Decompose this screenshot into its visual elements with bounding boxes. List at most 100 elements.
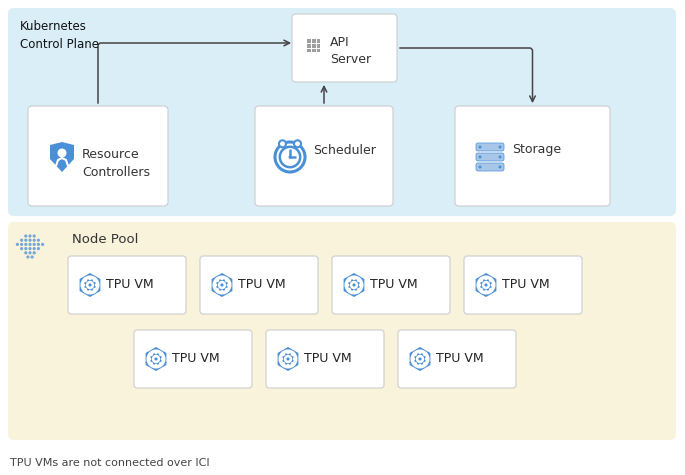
Circle shape xyxy=(33,234,36,238)
Circle shape xyxy=(347,288,351,292)
Circle shape xyxy=(352,290,356,294)
Text: TPU VM: TPU VM xyxy=(106,278,153,292)
Circle shape xyxy=(225,288,229,292)
Circle shape xyxy=(419,351,422,354)
FancyBboxPatch shape xyxy=(200,256,318,314)
Text: TPU VM: TPU VM xyxy=(502,278,549,292)
Polygon shape xyxy=(50,142,74,172)
Circle shape xyxy=(161,357,164,361)
Circle shape xyxy=(286,358,290,361)
Circle shape xyxy=(20,238,23,242)
Circle shape xyxy=(58,149,66,158)
Circle shape xyxy=(477,283,481,287)
Circle shape xyxy=(20,247,23,250)
Circle shape xyxy=(20,243,23,246)
Text: TPU VM: TPU VM xyxy=(370,278,418,292)
Bar xyxy=(308,39,311,43)
Circle shape xyxy=(28,251,32,255)
Circle shape xyxy=(221,284,223,286)
Circle shape xyxy=(292,357,297,361)
Circle shape xyxy=(414,352,417,356)
Circle shape xyxy=(84,278,87,282)
Circle shape xyxy=(24,243,27,246)
Circle shape xyxy=(353,284,356,286)
Text: TPU VM: TPU VM xyxy=(304,352,351,365)
Text: API
Server: API Server xyxy=(330,36,371,66)
FancyBboxPatch shape xyxy=(398,330,516,388)
Circle shape xyxy=(154,351,158,354)
Circle shape xyxy=(484,284,488,286)
Circle shape xyxy=(479,145,482,149)
FancyBboxPatch shape xyxy=(476,143,504,151)
Circle shape xyxy=(357,288,360,292)
Circle shape xyxy=(28,234,32,238)
FancyBboxPatch shape xyxy=(8,222,676,440)
Bar xyxy=(316,49,321,52)
Circle shape xyxy=(489,278,493,282)
Text: Node Pool: Node Pool xyxy=(72,233,138,246)
Circle shape xyxy=(82,283,85,287)
Circle shape xyxy=(490,283,495,287)
FancyBboxPatch shape xyxy=(476,153,504,161)
FancyBboxPatch shape xyxy=(266,330,384,388)
Circle shape xyxy=(16,243,19,246)
Circle shape xyxy=(357,278,360,282)
Bar xyxy=(312,49,316,52)
Circle shape xyxy=(159,362,162,365)
Circle shape xyxy=(95,283,99,287)
Text: Resource
Controllers: Resource Controllers xyxy=(82,148,150,179)
Circle shape xyxy=(33,238,36,242)
Circle shape xyxy=(282,362,285,365)
FancyBboxPatch shape xyxy=(332,256,450,314)
Circle shape xyxy=(423,362,427,365)
Circle shape xyxy=(279,140,286,147)
Circle shape xyxy=(279,357,283,361)
Circle shape xyxy=(154,358,158,361)
Circle shape xyxy=(84,288,87,292)
Text: Scheduler: Scheduler xyxy=(313,143,376,156)
Circle shape xyxy=(347,278,351,282)
Circle shape xyxy=(412,357,415,361)
FancyBboxPatch shape xyxy=(68,256,186,314)
Text: Storage: Storage xyxy=(512,143,561,156)
Circle shape xyxy=(291,362,295,365)
Circle shape xyxy=(419,358,421,361)
Circle shape xyxy=(24,247,27,250)
Circle shape xyxy=(28,238,32,242)
Circle shape xyxy=(220,276,224,280)
Circle shape xyxy=(152,355,160,363)
Circle shape xyxy=(33,243,36,246)
Circle shape xyxy=(218,281,226,289)
Circle shape xyxy=(24,234,27,238)
FancyBboxPatch shape xyxy=(464,256,582,314)
Circle shape xyxy=(93,278,97,282)
Polygon shape xyxy=(410,347,430,371)
Circle shape xyxy=(216,278,219,282)
Circle shape xyxy=(88,284,92,286)
Circle shape xyxy=(499,145,501,149)
Text: TPU VM: TPU VM xyxy=(172,352,220,365)
Circle shape xyxy=(294,140,301,147)
Text: TPU VM: TPU VM xyxy=(238,278,286,292)
Circle shape xyxy=(291,352,295,356)
Circle shape xyxy=(149,362,153,365)
Circle shape xyxy=(479,278,483,282)
Circle shape xyxy=(225,278,229,282)
Circle shape xyxy=(37,247,40,250)
Circle shape xyxy=(33,251,36,255)
Text: TPU VMs are not connected over ICI: TPU VMs are not connected over ICI xyxy=(10,458,210,468)
Circle shape xyxy=(275,142,305,172)
Circle shape xyxy=(284,355,292,363)
Circle shape xyxy=(154,364,158,367)
Circle shape xyxy=(479,288,483,292)
Circle shape xyxy=(288,155,292,159)
Circle shape xyxy=(88,276,92,280)
Circle shape xyxy=(33,247,36,250)
FancyBboxPatch shape xyxy=(8,8,676,216)
FancyBboxPatch shape xyxy=(455,106,610,206)
Circle shape xyxy=(28,247,32,250)
Circle shape xyxy=(279,147,300,167)
Circle shape xyxy=(28,243,32,246)
Circle shape xyxy=(214,283,217,287)
Circle shape xyxy=(31,256,34,258)
